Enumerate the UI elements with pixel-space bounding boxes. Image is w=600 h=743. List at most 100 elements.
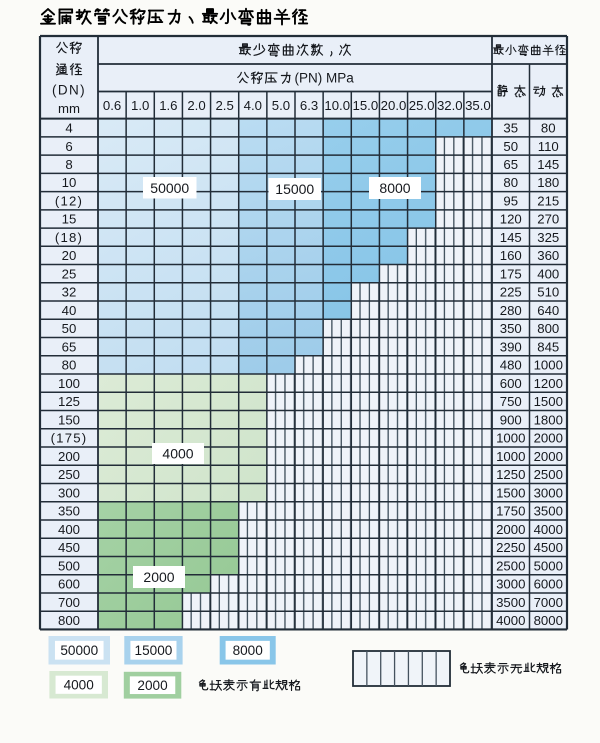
svg-text:6: 6 [65, 139, 72, 154]
svg-text:2000: 2000 [534, 431, 563, 446]
svg-text:350: 350 [500, 321, 522, 336]
svg-text:600: 600 [500, 376, 522, 391]
svg-text:15000: 15000 [135, 643, 173, 658]
svg-text:35: 35 [503, 121, 518, 136]
svg-text:1.6: 1.6 [159, 98, 177, 113]
svg-text:300: 300 [58, 485, 80, 500]
svg-text:4000: 4000 [534, 522, 563, 537]
svg-text:4500: 4500 [534, 540, 563, 555]
svg-text:400: 400 [537, 266, 559, 281]
svg-text:390: 390 [500, 339, 522, 354]
svg-text:180: 180 [537, 175, 559, 190]
svg-text:225: 225 [500, 285, 522, 300]
svg-text:15.0: 15.0 [353, 98, 379, 113]
svg-text:32: 32 [62, 285, 77, 300]
svg-text:4000: 4000 [496, 613, 525, 628]
svg-text:4000: 4000 [64, 678, 95, 693]
svg-text:7000: 7000 [534, 595, 563, 610]
svg-text:500: 500 [58, 558, 80, 573]
svg-text:845: 845 [537, 339, 559, 354]
svg-text:480: 480 [500, 358, 522, 373]
svg-text:50: 50 [62, 321, 77, 336]
svg-text:15000: 15000 [275, 181, 314, 197]
svg-text:(DN): (DN) [52, 83, 86, 98]
svg-text:3500: 3500 [496, 595, 525, 610]
svg-text:8000: 8000 [233, 643, 264, 658]
svg-text:360: 360 [537, 248, 559, 263]
svg-text:10.0: 10.0 [324, 98, 350, 113]
svg-text:8000: 8000 [379, 180, 410, 196]
svg-text:900: 900 [500, 412, 522, 427]
svg-text:3000: 3000 [534, 485, 563, 500]
svg-text:1.0: 1.0 [131, 98, 149, 113]
svg-text:1500: 1500 [496, 485, 525, 500]
svg-text:600: 600 [58, 577, 80, 592]
svg-text:800: 800 [537, 321, 559, 336]
svg-text:35.0: 35.0 [465, 98, 491, 113]
svg-text:8000: 8000 [534, 613, 563, 628]
svg-text:2.5: 2.5 [215, 98, 233, 113]
svg-text:10: 10 [62, 175, 77, 190]
svg-text:(PN) MPa: (PN) MPa [295, 71, 355, 86]
svg-text:150: 150 [58, 412, 80, 427]
svg-text:mm: mm [58, 101, 80, 116]
svg-text:(12): (12) [55, 193, 83, 208]
svg-text:1200: 1200 [534, 376, 563, 391]
svg-text:100: 100 [58, 376, 80, 391]
svg-text:0.6: 0.6 [103, 98, 121, 113]
svg-text:20.0: 20.0 [381, 98, 407, 113]
svg-text:250: 250 [58, 467, 80, 482]
svg-text:15: 15 [62, 212, 77, 227]
svg-text:110: 110 [538, 139, 559, 154]
svg-text:750: 750 [500, 394, 522, 409]
svg-text:450: 450 [58, 540, 80, 555]
svg-text:145: 145 [537, 157, 559, 172]
svg-text:(175): (175) [51, 431, 88, 446]
svg-text:2.0: 2.0 [187, 98, 205, 113]
svg-text:2000: 2000 [137, 678, 168, 693]
svg-text:65: 65 [62, 339, 77, 354]
svg-text:80: 80 [62, 358, 77, 373]
svg-text:95: 95 [503, 193, 518, 208]
svg-text:325: 325 [537, 230, 559, 245]
svg-text:40: 40 [62, 303, 77, 318]
svg-text:50000: 50000 [60, 643, 98, 658]
svg-text:4000: 4000 [162, 446, 193, 462]
svg-text:6000: 6000 [534, 577, 563, 592]
svg-text:2250: 2250 [496, 540, 525, 555]
svg-text:200: 200 [58, 449, 80, 464]
svg-text:2000: 2000 [496, 522, 525, 537]
svg-text:2000: 2000 [534, 449, 563, 464]
svg-text:25: 25 [62, 266, 77, 281]
svg-text:3000: 3000 [496, 577, 525, 592]
svg-text:1000: 1000 [534, 358, 563, 373]
svg-text:400: 400 [58, 522, 80, 537]
svg-text:1800: 1800 [534, 412, 563, 427]
svg-text:120: 120 [500, 212, 522, 227]
svg-text:50000: 50000 [150, 180, 189, 196]
svg-text:(18): (18) [55, 230, 83, 245]
svg-text:5000: 5000 [534, 558, 563, 573]
svg-text:4: 4 [65, 121, 72, 136]
svg-text:510: 510 [537, 285, 559, 300]
svg-text:2000: 2000 [143, 569, 174, 585]
svg-text:25.0: 25.0 [409, 98, 435, 113]
svg-text:1000: 1000 [496, 431, 525, 446]
svg-text:1250: 1250 [496, 467, 525, 482]
svg-text:20: 20 [62, 248, 77, 263]
svg-text:80: 80 [503, 175, 518, 190]
svg-text:2500: 2500 [534, 467, 563, 482]
svg-text:65: 65 [503, 157, 518, 172]
svg-text:1750: 1750 [496, 504, 525, 519]
svg-text:215: 215 [537, 193, 559, 208]
svg-text:350: 350 [58, 504, 80, 519]
svg-text:280: 280 [500, 303, 522, 318]
svg-text:640: 640 [537, 303, 559, 318]
svg-text:3500: 3500 [534, 504, 563, 519]
svg-text:6.3: 6.3 [300, 98, 318, 113]
svg-text:270: 270 [537, 212, 559, 227]
svg-text:1500: 1500 [534, 394, 563, 409]
svg-text:175: 175 [500, 266, 522, 281]
svg-text:8: 8 [65, 157, 72, 172]
svg-text:2500: 2500 [496, 558, 525, 573]
